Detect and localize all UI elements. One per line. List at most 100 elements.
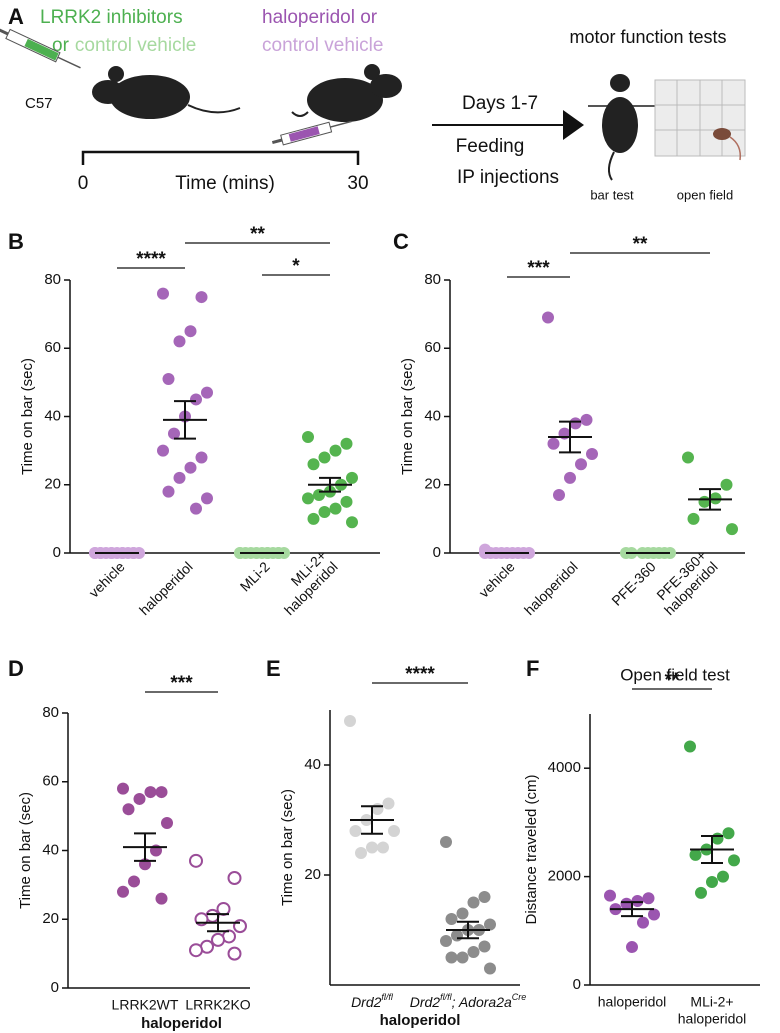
error-bar — [134, 832, 156, 862]
data-point — [157, 444, 169, 457]
data-point — [388, 825, 400, 837]
data-point — [467, 896, 480, 909]
data-point — [575, 458, 587, 471]
y-tick-label: 60 — [42, 773, 59, 790]
data-point — [349, 825, 362, 837]
data-point — [553, 488, 565, 501]
data-point — [484, 918, 496, 931]
data-point — [698, 495, 711, 508]
data-point — [302, 492, 314, 505]
y-tick-label: 40 — [304, 756, 321, 773]
data-point — [168, 427, 180, 440]
data-point — [456, 907, 469, 920]
data-point — [318, 451, 331, 464]
data-point — [189, 943, 203, 958]
y-axis-label: Time on bar (sec) — [279, 789, 296, 906]
data-point — [637, 916, 649, 929]
x-tick-group: MLi-2 — [237, 558, 273, 594]
y-tick-label: 40 — [42, 841, 59, 858]
y-tick-label: 80 — [42, 704, 59, 721]
superscript: fl/fl — [381, 992, 394, 1002]
significance-label: **** — [136, 249, 166, 270]
x-tick-label: haloperidol — [678, 1011, 747, 1027]
panel-label: C — [393, 229, 409, 254]
data-point — [155, 892, 168, 905]
x-tick-label: haloperidol — [598, 994, 667, 1010]
label-run: Drd2 — [351, 994, 382, 1010]
y-tick-label: 4000 — [548, 759, 581, 776]
significance-label: ** — [250, 224, 265, 245]
data-point — [128, 875, 140, 888]
significance-label: *** — [527, 258, 550, 279]
y-axis-label: Time on bar (sec) — [19, 358, 36, 475]
days-label: Days 1-7 — [462, 93, 538, 114]
data-point — [162, 372, 175, 385]
data-point — [155, 786, 168, 799]
mouse-icon — [92, 66, 241, 119]
y-tick-label: 60 — [424, 339, 441, 356]
x-tick-label: MLi-2+ — [690, 994, 733, 1010]
x-tick-group: PFE-360 — [608, 558, 659, 609]
x-tick-group: haloperidol — [521, 558, 581, 618]
data-point — [728, 854, 740, 867]
significance-label: ** — [665, 670, 680, 691]
data-point — [456, 951, 469, 964]
data-point — [227, 871, 242, 885]
x-tick-label: Drd2fl/fl; Adora2aCre — [410, 992, 527, 1009]
data-point — [227, 946, 242, 961]
error-bar — [559, 420, 581, 454]
data-point — [547, 437, 560, 450]
data-point — [184, 461, 197, 474]
data-point — [117, 782, 129, 795]
data-point — [564, 471, 576, 484]
data-point — [307, 512, 320, 525]
vehicle-text: control vehicle — [75, 35, 196, 56]
x-tick-label: PFE-360 — [608, 558, 659, 609]
data-point — [173, 471, 186, 484]
data-point — [711, 832, 724, 845]
y-tick-label: 0 — [433, 544, 441, 561]
syringe-icon — [271, 120, 352, 146]
data-point — [201, 386, 213, 399]
data-point — [586, 448, 598, 461]
time-end: 30 — [347, 173, 368, 194]
data-point — [144, 786, 157, 799]
inhibitor-label: LRRK2 inhibitors — [40, 7, 183, 28]
open-field-label: open field — [677, 187, 733, 202]
error-bar — [174, 400, 196, 440]
data-point — [720, 478, 733, 491]
data-point — [467, 946, 480, 958]
data-point — [184, 325, 197, 338]
panel-label: B — [8, 229, 24, 254]
y-tick-label: 60 — [44, 339, 61, 356]
x-axis-label: haloperidol — [380, 1012, 461, 1029]
data-point — [684, 740, 696, 753]
y-tick-label: 20 — [42, 910, 59, 927]
data-point — [478, 891, 491, 903]
x-tick-label: vehicle — [476, 558, 518, 600]
time-start: 0 — [78, 173, 89, 194]
x-tick-label: vehicle — [86, 558, 128, 600]
data-point — [626, 941, 638, 954]
bar-test-label: bar test — [590, 187, 634, 202]
data-point — [318, 506, 331, 519]
data-point — [377, 841, 389, 854]
mouse-icon — [602, 74, 638, 181]
y-tick-label: 20 — [44, 476, 61, 493]
data-point — [689, 848, 702, 861]
timeline — [81, 150, 360, 165]
syringe-icon — [0, 27, 81, 69]
superscript: Cre — [512, 992, 527, 1002]
data-point — [329, 502, 342, 515]
data-point — [329, 444, 342, 457]
data-point — [382, 797, 395, 810]
error-bar — [319, 476, 341, 493]
x-tick-label: haloperidol — [136, 558, 196, 618]
x-tick-label: LRRK2KO — [185, 997, 250, 1013]
y-tick-label: 20 — [424, 476, 441, 493]
significance-label: * — [292, 256, 300, 277]
y-tick-label: 0 — [53, 544, 61, 561]
data-point — [642, 892, 655, 905]
y-tick-label: 0 — [573, 976, 581, 993]
